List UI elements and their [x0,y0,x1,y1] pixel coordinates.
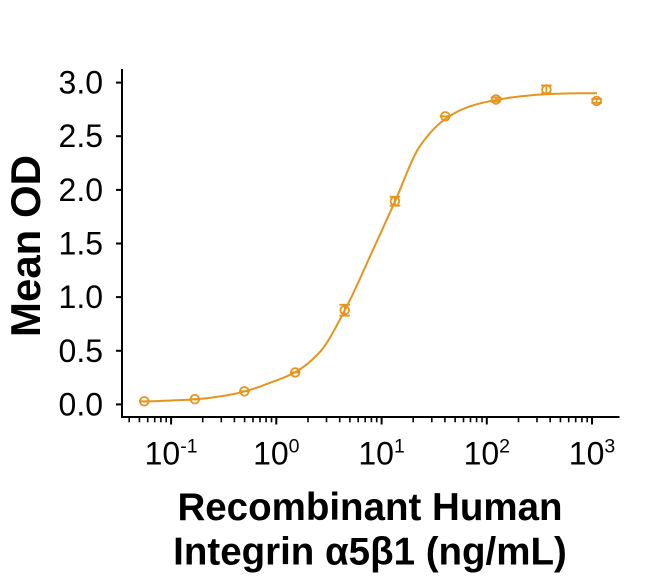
svg-text:3.0: 3.0 [59,65,103,101]
svg-text:1.0: 1.0 [59,279,103,315]
svg-text:Integrin α5β1 (ng/mL): Integrin α5β1 (ng/mL) [173,531,567,574]
svg-text:10-1: 10-1 [145,436,198,472]
svg-text:0.5: 0.5 [59,333,103,369]
svg-text:0.0: 0.0 [59,386,103,422]
svg-text:Mean OD: Mean OD [2,155,49,337]
svg-text:101: 101 [358,436,404,472]
svg-text:2.5: 2.5 [59,118,103,154]
svg-text:1.5: 1.5 [59,226,103,262]
svg-text:2.0: 2.0 [59,172,103,208]
svg-text:Recombinant Human: Recombinant Human [177,486,562,529]
